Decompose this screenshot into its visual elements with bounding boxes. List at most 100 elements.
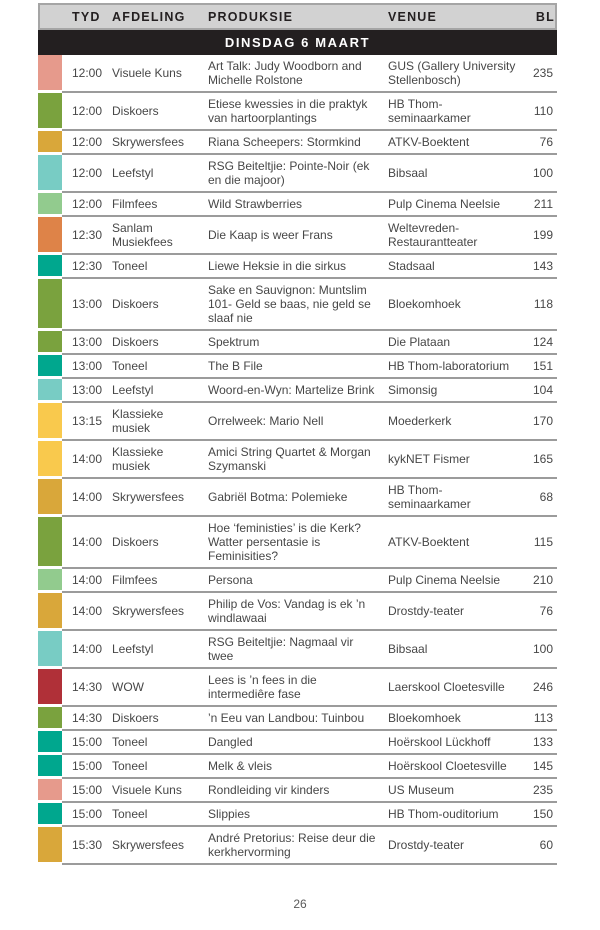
table-row: 14:00 Skrywersfees Gabriël Botma: Polemi… (38, 479, 557, 517)
venue-cell: Bloekomhoek (388, 297, 461, 311)
venue-cell: Hoërskool Lückhoff (388, 735, 491, 749)
afdeling-cell: Visuele Kuns (112, 783, 182, 797)
schedule-rows: 12:00 Visuele Kuns Art Talk: Judy Woodbo… (38, 55, 557, 865)
tyd-cell: 13:15 (72, 414, 103, 428)
category-color-chip (38, 155, 62, 190)
tyd-cell: 13:00 (72, 297, 103, 311)
afdeling-cell: Diskoers (112, 335, 159, 349)
venue-cell: Bibsaal (388, 642, 428, 656)
afdeling-cell: Visuele Kuns (112, 66, 182, 80)
venue-cell: Simonsig (388, 383, 438, 397)
tyd-cell: 14:30 (72, 711, 103, 725)
bl-cell: 145 (532, 759, 553, 773)
afdeling-cell: Diskoers (112, 104, 159, 118)
venue-cell: HB Thom-ouditorium (388, 807, 499, 821)
produksie-cell: Dangled (208, 735, 253, 749)
tyd-cell: 15:00 (72, 807, 103, 821)
category-color-chip (38, 193, 62, 214)
afdeling-cell: Toneel (112, 759, 148, 773)
tyd-cell: 13:00 (72, 335, 103, 349)
venue-cell: Drostdy-teater (388, 604, 465, 618)
produksie-cell: Persona (208, 573, 253, 587)
afdeling-cell: WOW (112, 680, 144, 694)
bl-cell: 124 (532, 335, 553, 349)
bl-cell: 165 (532, 452, 553, 466)
category-color-chip (38, 827, 62, 862)
bl-cell: 151 (532, 359, 553, 373)
category-color-chip (38, 707, 62, 728)
produksie-cell: ’n Eeu van Landbou: Tuinbou (208, 711, 365, 725)
produksie-cell: André Pretorius: Reise deur die kerkherv… (208, 831, 376, 859)
venue-cell: Bibsaal (388, 166, 428, 180)
venue-cell: Bloekomhoek (388, 711, 461, 725)
tyd-cell: 15:00 (72, 735, 103, 749)
bl-cell: 211 (533, 197, 553, 211)
category-color-chip (38, 669, 62, 704)
bl-cell: 76 (539, 135, 553, 149)
venue-cell: Hoërskool Cloetesville (388, 759, 507, 773)
table-row: 14:00 Klassieke musiek Amici String Quar… (38, 441, 557, 479)
tyd-cell: 12:00 (72, 104, 103, 118)
table-row: 15:00 Toneel Melk & vleis Hoërskool Cloe… (38, 755, 557, 779)
tyd-cell: 12:00 (72, 166, 103, 180)
bl-cell: 133 (532, 735, 553, 749)
afdeling-cell: Toneel (112, 807, 148, 821)
produksie-cell: Spektrum (208, 335, 260, 349)
venue-cell: Pulp Cinema Neelsie (388, 197, 501, 211)
bl-cell: 199 (532, 228, 553, 242)
table-row: 12:30 Sanlam Musiekfees Die Kaap is weer… (38, 217, 557, 255)
bl-cell: 60 (539, 838, 553, 852)
produksie-cell: Art Talk: Judy Woodborn and Michelle Rol… (208, 59, 362, 87)
afdeling-cell: Skrywersfees (112, 604, 185, 618)
afdeling-cell: Skrywersfees (112, 838, 185, 852)
produksie-cell: Etiese kwessies in die praktyk van harto… (208, 97, 368, 125)
category-color-chip (38, 55, 62, 90)
table-row: 14:00 Skrywersfees Philip de Vos: Vandag… (38, 593, 557, 631)
category-color-chip (38, 593, 62, 628)
bl-cell: 235 (532, 66, 553, 80)
bl-cell: 113 (533, 711, 553, 725)
afdeling-cell: Diskoers (112, 711, 159, 725)
tyd-cell: 15:00 (72, 783, 103, 797)
column-header-venue: VENUE (388, 9, 438, 24)
tyd-cell: 15:00 (72, 759, 103, 773)
venue-cell: ATKV-Boektent (388, 535, 470, 549)
venue-cell: GUS (Gallery University Stellenbosch) (388, 59, 516, 87)
category-color-chip (38, 569, 62, 590)
bl-cell: 76 (539, 604, 553, 618)
tyd-cell: 14:00 (72, 573, 103, 587)
venue-cell: Drostdy-teater (388, 838, 465, 852)
produksie-cell: Hoe ‘feministies’ is die Kerk? Watter pe… (208, 521, 361, 563)
venue-cell: Stadsaal (388, 259, 435, 273)
table-row: 13:00 Diskoers Sake en Sauvignon: Muntsl… (38, 279, 557, 331)
afdeling-cell: Sanlam Musiekfees (112, 221, 173, 249)
category-color-chip (38, 755, 62, 776)
tyd-cell: 13:00 (72, 383, 103, 397)
produksie-cell: RSG Beiteltjie: Nagmaal vir twee (208, 635, 354, 663)
venue-cell: Laerskool Cloetesville (388, 680, 505, 694)
table-row: 14:00 Filmfees Persona Pulp Cinema Neels… (38, 569, 557, 593)
category-color-chip (38, 441, 62, 476)
table-row: 15:00 Visuele Kuns Rondleiding vir kinde… (38, 779, 557, 803)
tyd-cell: 12:00 (72, 135, 103, 149)
produksie-cell: Orrelweek: Mario Nell (208, 414, 324, 428)
table-row: 13:00 Leefstyl Woord-en-Wyn: Martelize B… (38, 379, 557, 403)
day-banner-label: DINSDAG 6 MAART (224, 35, 371, 50)
column-header-afdeling: AFDELING (112, 9, 186, 24)
bl-cell: 68 (539, 490, 553, 504)
afdeling-cell: Toneel (112, 259, 148, 273)
category-color-chip (38, 631, 62, 666)
day-banner: DINSDAG 6 MAART (38, 30, 557, 55)
tyd-cell: 13:00 (72, 359, 103, 373)
afdeling-cell: Skrywersfees (112, 135, 185, 149)
produksie-cell: RSG Beiteltjie: Pointe-Noir (ek en die m… (208, 159, 370, 187)
tyd-cell: 14:00 (72, 642, 103, 656)
tyd-cell: 14:00 (72, 452, 103, 466)
category-color-chip (38, 217, 62, 252)
tyd-cell: 15:30 (72, 838, 103, 852)
afdeling-cell: Leefstyl (112, 166, 154, 180)
category-color-chip (38, 255, 62, 276)
produksie-cell: Philip de Vos: Vandag is ek ’n windlawaa… (208, 597, 366, 625)
produksie-cell: Lees is ’n fees in die intermediêre fase (208, 673, 317, 701)
bl-cell: 150 (532, 807, 553, 821)
